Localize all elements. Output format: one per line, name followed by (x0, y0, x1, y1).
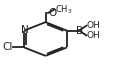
Text: OH: OH (87, 21, 101, 30)
Text: Cl: Cl (2, 42, 12, 52)
Text: N: N (21, 25, 29, 35)
Text: B: B (76, 26, 83, 36)
Text: CH$_3$: CH$_3$ (55, 3, 72, 16)
Text: OH: OH (87, 31, 101, 40)
Text: O: O (48, 8, 57, 18)
